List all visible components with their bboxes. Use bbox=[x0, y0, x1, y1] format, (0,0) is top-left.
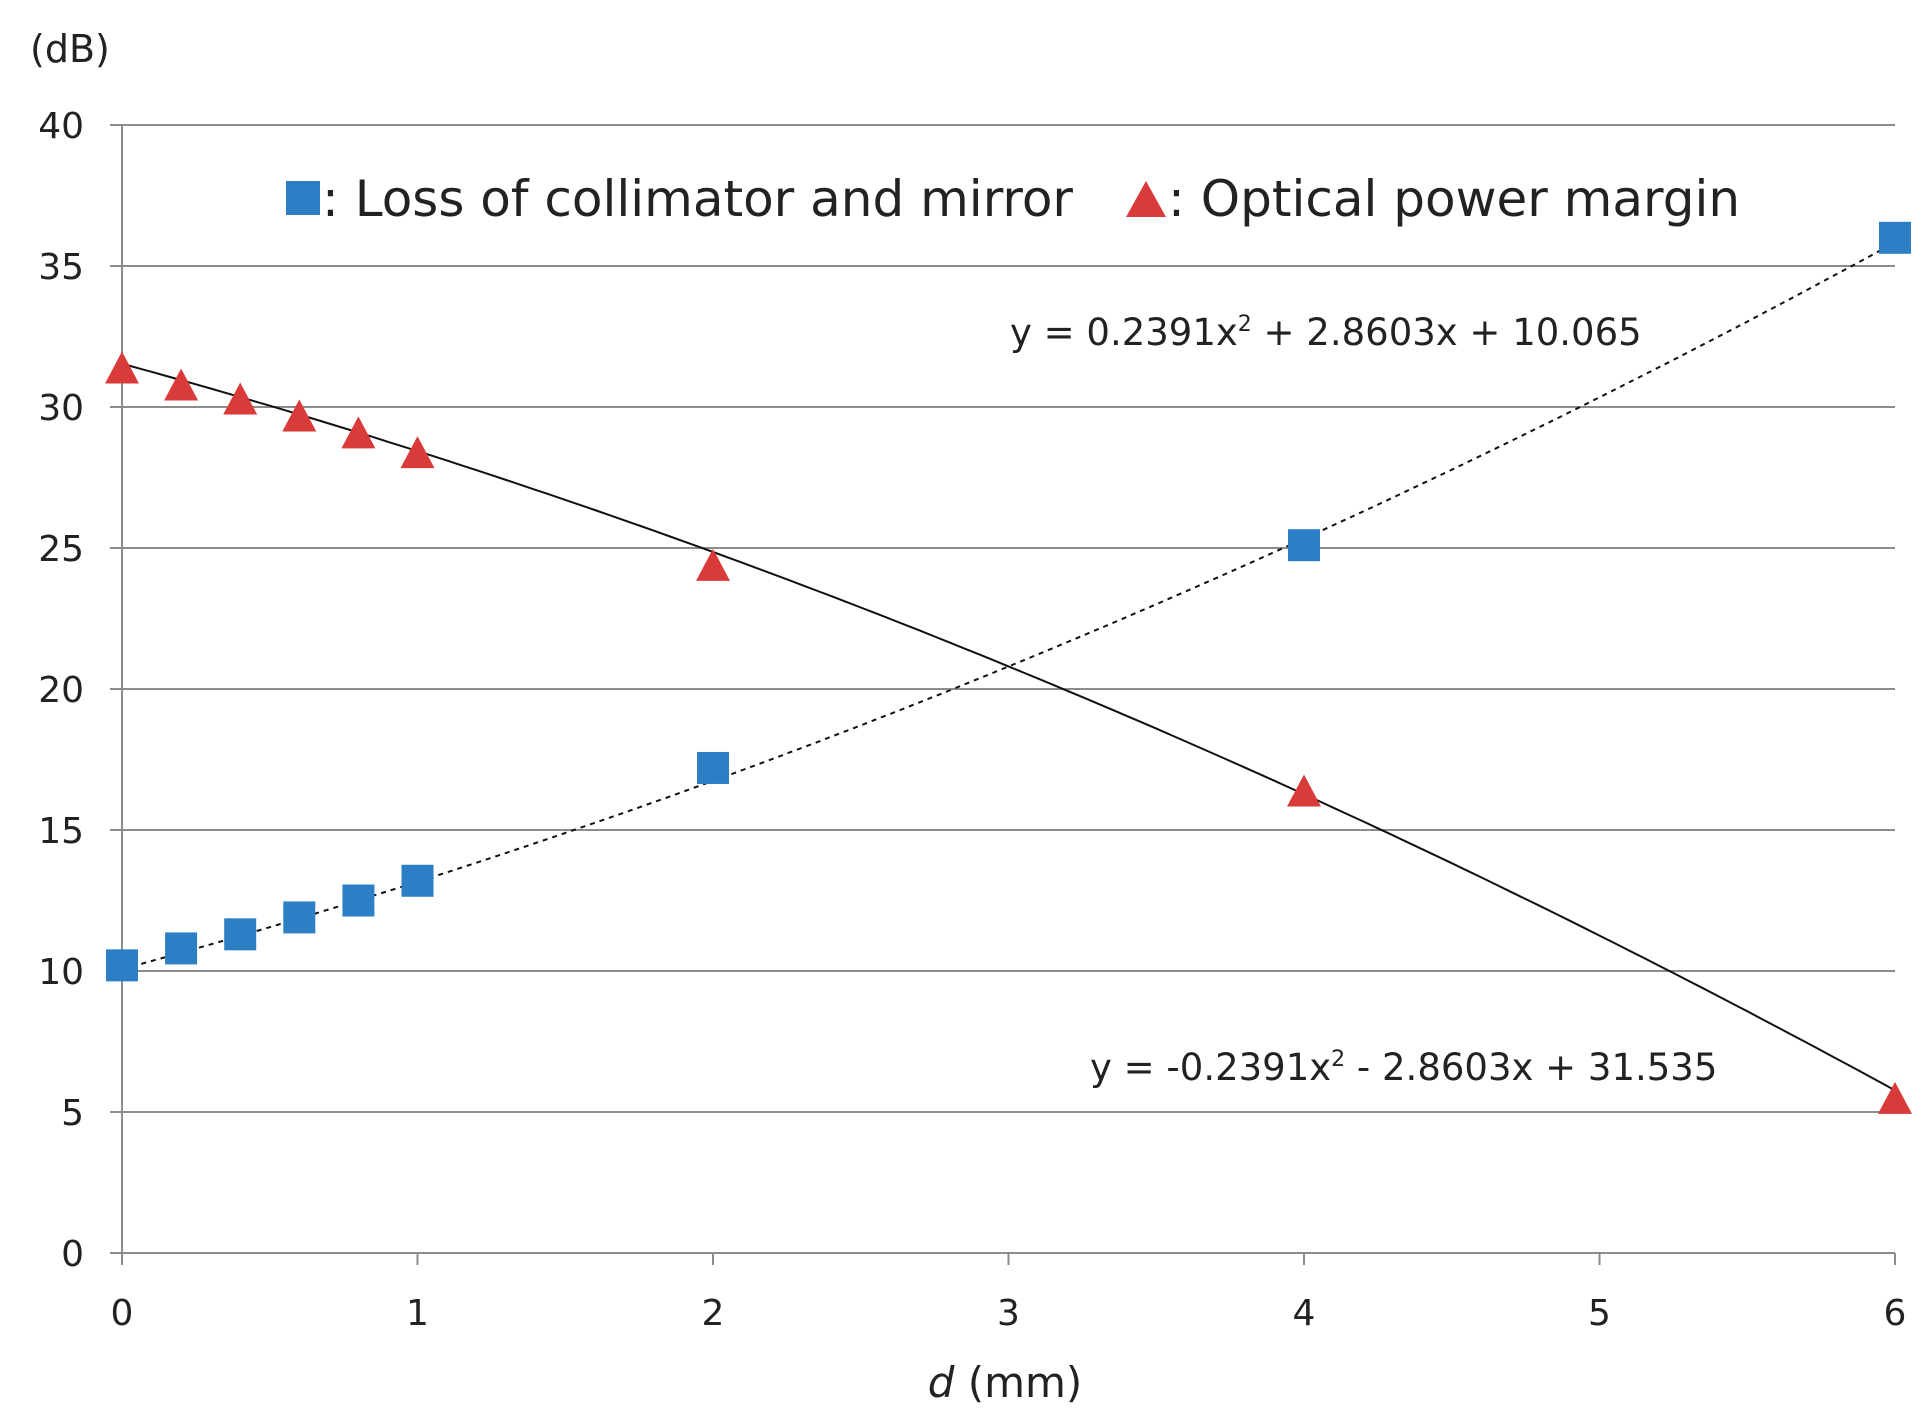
x-axis-unit: (mm) bbox=[954, 1358, 1082, 1407]
data-markers bbox=[105, 221, 1912, 1114]
margin-data-point bbox=[164, 368, 199, 401]
y-axis-unit-label: (dB) bbox=[30, 27, 110, 71]
loss-data-point bbox=[224, 918, 257, 951]
y-tick-label: 40 bbox=[38, 106, 84, 147]
loss-data-point bbox=[165, 932, 198, 965]
x-tick-label: 2 bbox=[702, 1293, 725, 1334]
margin-data-point bbox=[223, 382, 258, 415]
margin-data-point bbox=[282, 399, 317, 432]
equation-loss-prefix: y = 0.2391x bbox=[1010, 311, 1238, 354]
equation-margin-suffix: - 2.8603x + 31.535 bbox=[1345, 1046, 1717, 1089]
loss-data-point bbox=[401, 864, 434, 897]
loss-data-point bbox=[342, 884, 375, 917]
legend-label-margin: : Optical power margin bbox=[1168, 170, 1740, 228]
grid bbox=[122, 124, 1895, 1113]
y-tick-label: 5 bbox=[61, 1093, 84, 1134]
loss-data-point bbox=[106, 949, 138, 982]
margin-data-point bbox=[1287, 774, 1321, 807]
margin-data-point bbox=[105, 351, 139, 384]
loss-data-point bbox=[697, 751, 729, 784]
equation-margin-prefix: y = -0.2391x bbox=[1090, 1046, 1331, 1089]
y-tick-label: 0 bbox=[61, 1234, 84, 1275]
x-tick-label: 1 bbox=[406, 1293, 429, 1334]
margin-data-point bbox=[1878, 1081, 1912, 1114]
margin-data-point bbox=[696, 548, 730, 581]
y-tick-label: 10 bbox=[38, 952, 84, 993]
loss-data-point bbox=[283, 901, 316, 934]
margin-data-point bbox=[400, 436, 435, 469]
equation-loss-superscript: 2 bbox=[1238, 312, 1252, 337]
legend-label-loss: : Loss of collimator and mirror bbox=[322, 170, 1073, 228]
legend-triangle-icon bbox=[1126, 181, 1166, 217]
trendlines bbox=[121, 241, 1896, 1092]
x-tick-label: 6 bbox=[1884, 1293, 1907, 1334]
axes: 0 5 10 15 20 25 30 35 40 0 1 2 3 4 5 6 bbox=[38, 106, 1906, 1334]
x-axis-title: d (mm) bbox=[928, 1358, 1083, 1407]
y-tick-label: 20 bbox=[38, 670, 84, 711]
loss-data-point bbox=[1879, 221, 1911, 254]
legend: : Loss of collimator and mirror : Optica… bbox=[286, 170, 1740, 228]
equation-loss-suffix: + 2.8603x + 10.065 bbox=[1252, 311, 1642, 354]
equation-margin-superscript: 2 bbox=[1331, 1047, 1345, 1072]
x-tick-label: 5 bbox=[1588, 1293, 1611, 1334]
x-tick-label: 0 bbox=[111, 1293, 134, 1334]
y-tick-label: 35 bbox=[38, 247, 84, 288]
x-tick-label: 4 bbox=[1293, 1293, 1316, 1334]
trendline-equation-margin: y = -0.2391x2 - 2.8603x + 31.535 bbox=[1090, 1046, 1717, 1089]
y-tick-label: 30 bbox=[38, 388, 84, 429]
y-tick-label: 15 bbox=[38, 811, 84, 852]
y-tick-label: 25 bbox=[38, 529, 84, 570]
trendline-margin bbox=[121, 362, 1896, 1092]
legend-square-icon bbox=[286, 181, 320, 215]
x-tick-label: 3 bbox=[997, 1293, 1020, 1334]
trendline-equation-loss: y = 0.2391x2 + 2.8603x + 10.065 bbox=[1010, 311, 1642, 354]
loss-data-point bbox=[1288, 529, 1320, 562]
x-axis-variable: d bbox=[928, 1358, 955, 1407]
margin-data-point bbox=[341, 416, 376, 449]
